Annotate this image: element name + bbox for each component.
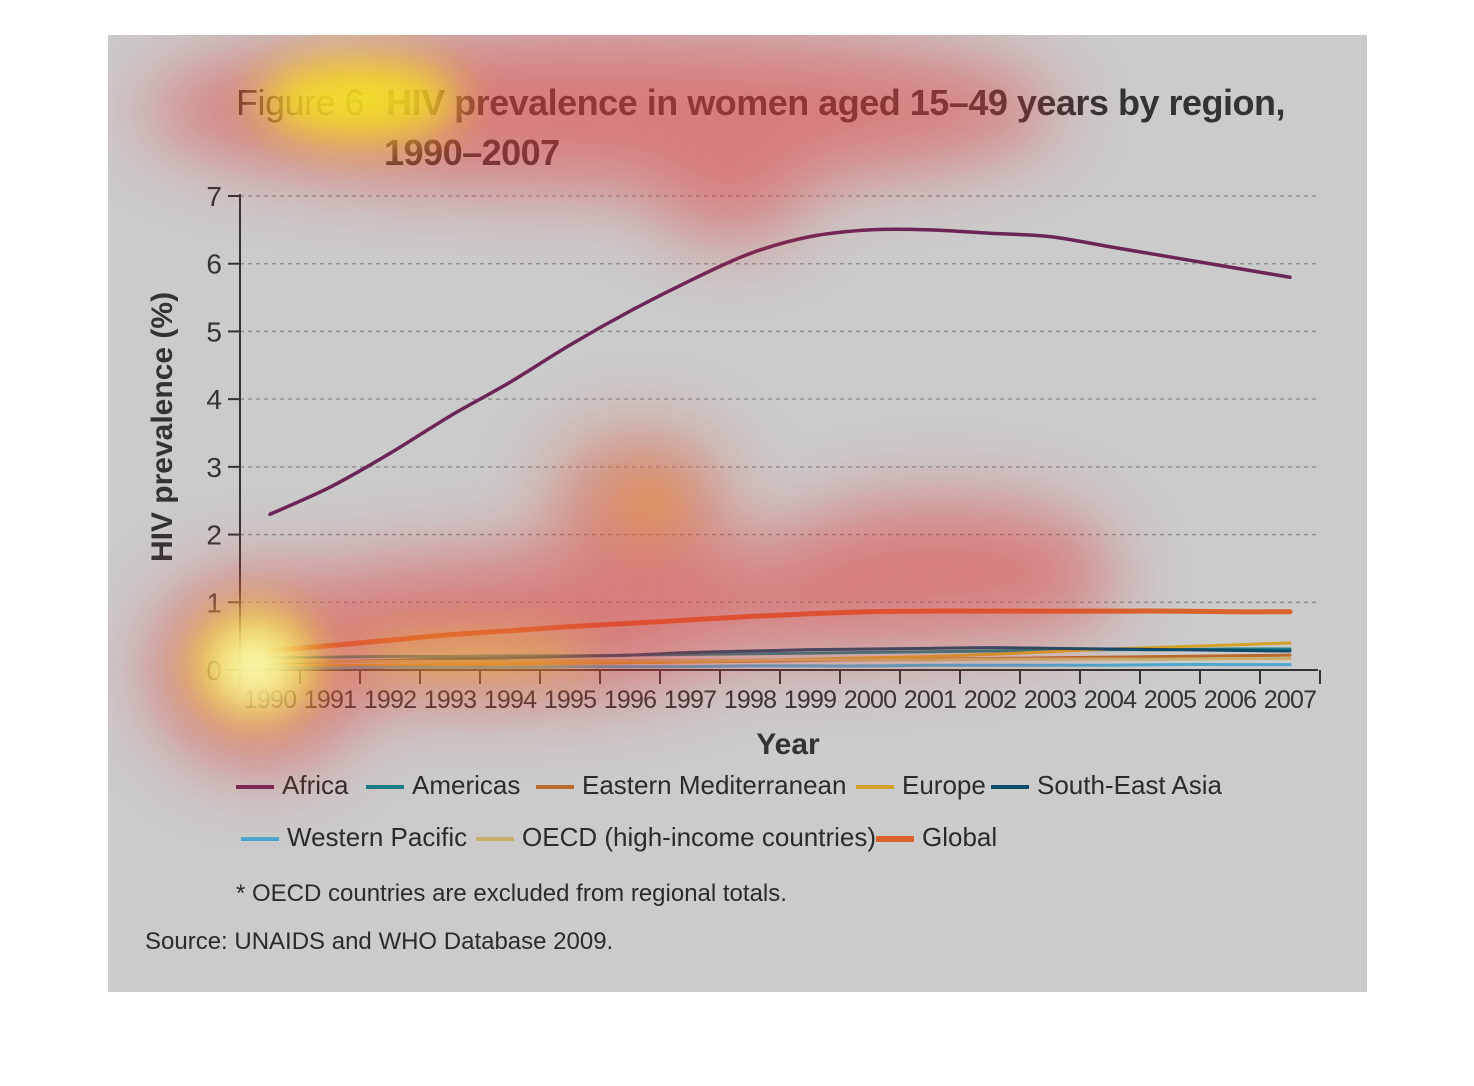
legend-label: Western Pacific	[287, 822, 468, 852]
legend-item: Western Pacific	[241, 822, 467, 853]
legend-swatch	[856, 785, 894, 790]
x-tick-label: 1997	[664, 686, 716, 714]
x-tick-label: 1995	[544, 686, 596, 714]
x-tick-label: 1990	[244, 686, 296, 714]
y-tick-label: 7	[206, 181, 222, 212]
legend-item: Europe	[856, 770, 986, 801]
legend-label: South-East Asia	[1037, 770, 1222, 800]
x-tick-label: 1993	[424, 686, 476, 714]
gridlines	[240, 195, 1318, 603]
legend-swatch	[876, 836, 914, 843]
legend-swatch	[991, 785, 1029, 790]
legend-item: Americas	[366, 770, 520, 801]
legend-label: Americas	[412, 770, 521, 800]
legend-swatch	[536, 785, 574, 790]
x-tick-label: 2002	[964, 686, 1016, 714]
legend-item: South-East Asia	[991, 770, 1222, 801]
legend-swatch	[236, 785, 274, 790]
y-tick-label: 1	[206, 587, 222, 618]
y-tick-label: 3	[206, 452, 222, 483]
x-tick-label: 2006	[1204, 686, 1256, 714]
y-tick-label: 6	[206, 249, 222, 280]
series-line-africa	[268, 227, 1292, 517]
y-axis-label: HIV prevalence (%)	[146, 292, 179, 562]
source-note: Source: UNAIDS and WHO Database 2009.	[145, 928, 614, 955]
x-tick-label: 1996	[604, 686, 656, 714]
x-tick-label: 2003	[1024, 686, 1076, 714]
legend-label: OECD (high-income countries)	[522, 822, 877, 852]
x-tick-label: 1991	[304, 686, 356, 714]
legend-item: Eastern Mediterranean	[536, 770, 846, 801]
y-tick-label: 0	[206, 655, 222, 686]
legend-label: Global	[922, 822, 998, 852]
legend-item: Global	[876, 822, 997, 853]
legend-label: Africa	[282, 770, 349, 800]
x-tick-label: 2004	[1084, 686, 1137, 714]
x-tick-label: 2001	[904, 686, 956, 714]
x-tick-label: 1999	[784, 686, 836, 714]
legend-label: Europe	[902, 770, 986, 800]
x-tick-label: 1992	[364, 686, 416, 714]
x-tick-label: 1998	[724, 686, 776, 714]
legend-item: OECD (high-income countries)	[476, 822, 876, 853]
legend-label: Eastern Mediterranean	[582, 770, 847, 800]
x-tick-label: 2007	[1264, 686, 1316, 714]
legend-item: Africa	[236, 770, 348, 801]
x-axis-label: Year	[756, 728, 820, 761]
x-tick-label: 1994	[484, 686, 537, 714]
legend-swatch	[476, 837, 514, 842]
series-line-global	[267, 608, 1293, 654]
legend-swatch	[366, 785, 404, 790]
footnote: * OECD countries are excluded from regio…	[236, 880, 787, 907]
y-tick-label: 2	[206, 520, 222, 551]
x-tick-label: 2000	[844, 686, 896, 714]
legend-swatch	[241, 837, 279, 842]
y-tick-label: 5	[206, 316, 222, 347]
y-tick-label: 4	[206, 384, 222, 415]
x-tick-label: 2005	[1144, 686, 1196, 714]
